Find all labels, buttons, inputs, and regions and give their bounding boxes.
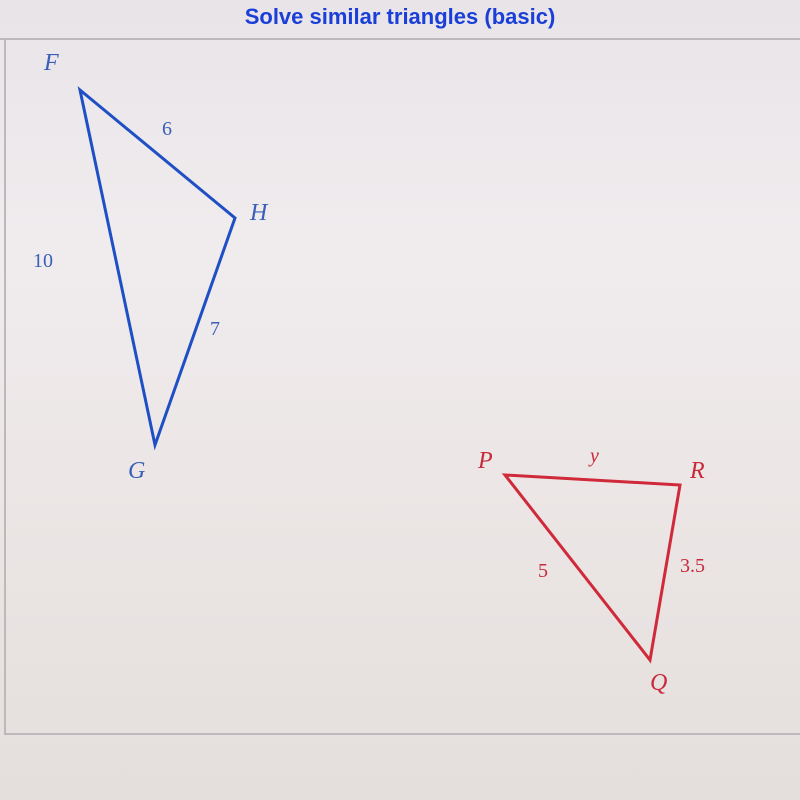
side-label-pq: 5 [538,560,548,583]
side-label-fg: 10 [33,250,53,273]
vertex-label-h: H [250,200,267,227]
diagram-canvas [0,0,800,800]
side-label-pr: y [590,445,599,468]
vertex-label-p: P [478,448,493,475]
triangle-pqr [505,475,680,660]
vertex-label-g: G [128,458,145,485]
vertex-label-q: Q [650,670,667,697]
side-label-fh: 6 [162,118,172,141]
triangle-fgh [80,90,235,445]
side-label-hg: 7 [210,318,220,341]
vertex-label-f: F [44,50,59,77]
side-label-rq: 3.5 [680,555,705,578]
vertex-label-r: R [690,458,705,485]
